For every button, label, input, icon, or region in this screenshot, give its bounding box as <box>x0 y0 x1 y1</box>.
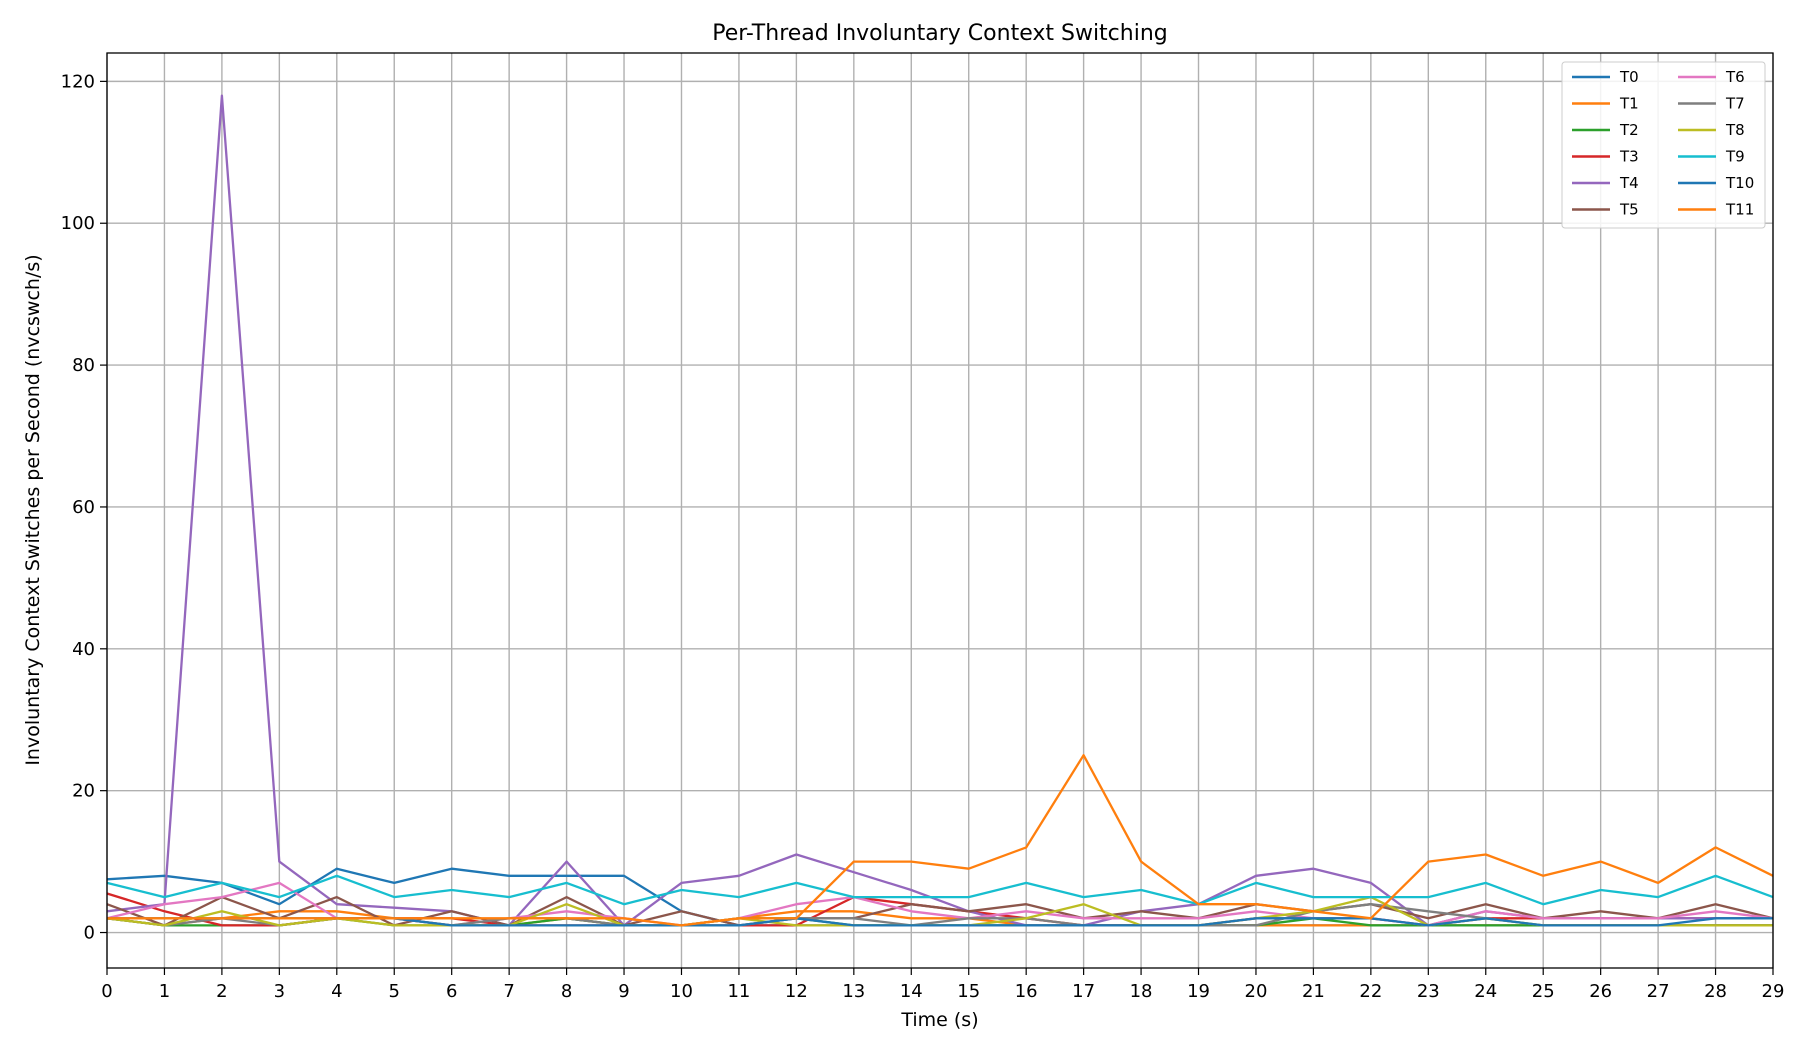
legend-label: T10 <box>1725 174 1754 192</box>
x-tick-label: 9 <box>618 981 629 1002</box>
x-tick-label: 19 <box>1187 981 1210 1002</box>
y-tick-label: 80 <box>72 355 95 376</box>
plot-frame <box>106 52 1774 969</box>
x-tick-label: 5 <box>389 981 400 1002</box>
x-tick-label: 28 <box>1704 981 1727 1002</box>
grid <box>106 53 1774 968</box>
x-tick-label: 17 <box>1072 981 1095 1002</box>
x-tick-label: 24 <box>1474 981 1497 1002</box>
legend-label: T11 <box>1725 201 1754 219</box>
legend-label: T7 <box>1725 95 1745 113</box>
series-layer <box>106 94 1774 927</box>
legend-label: T1 <box>1619 95 1639 113</box>
x-tick-label: 15 <box>957 981 980 1002</box>
legend-label: T0 <box>1619 68 1639 86</box>
legend: T0 T1 T2 T3 T4 T5 T6 T7 T8 T9 T10 T11 <box>1561 61 1766 229</box>
legend-label: T9 <box>1725 148 1745 166</box>
x-tick-label: 1 <box>159 981 170 1002</box>
x-tick-label: 7 <box>503 981 514 1002</box>
y-axis-label: Involuntary Context Switches per Second … <box>22 254 44 765</box>
y-tick-label: 100 <box>61 213 95 234</box>
x-tick-label: 10 <box>670 981 693 1002</box>
y-tick-label: 20 <box>72 781 95 802</box>
y-tick-label: 40 <box>72 639 95 660</box>
y-tick-label: 60 <box>72 497 95 518</box>
x-tick-label: 25 <box>1532 981 1555 1002</box>
x-axis-label: Time (s) <box>900 1009 978 1031</box>
x-tick-label: 4 <box>331 981 342 1002</box>
x-tick-label: 12 <box>785 981 808 1002</box>
x-tick-label: 16 <box>1015 981 1038 1002</box>
series-line-t9 <box>106 874 1774 906</box>
x-tick-label: 18 <box>1130 981 1153 1002</box>
legend-label: T3 <box>1619 148 1639 166</box>
x-tick-label: 8 <box>561 981 572 1002</box>
x-tick-label: 21 <box>1302 981 1325 1002</box>
legend-label: T8 <box>1725 121 1745 139</box>
legend-label: T5 <box>1619 201 1639 219</box>
x-tick-label: 0 <box>101 981 112 1002</box>
chart-title: Per-Thread Involuntary Context Switching <box>712 21 1168 46</box>
x-tick-label: 22 <box>1359 981 1382 1002</box>
x-tick-label: 26 <box>1589 981 1612 1002</box>
y-tick-label: 0 <box>84 923 95 944</box>
y-tick-label: 120 <box>61 71 95 92</box>
x-tick-label: 3 <box>274 981 285 1002</box>
legend-label: T2 <box>1619 121 1639 139</box>
series-line-t11 <box>107 754 1774 927</box>
x-tick-label: 13 <box>842 981 865 1002</box>
y-axis: 0 20 40 60 80 100 120 <box>61 71 107 944</box>
x-tick-label: 27 <box>1647 981 1670 1002</box>
x-tick-label: 14 <box>900 981 923 1002</box>
x-tick-label: 2 <box>216 981 227 1002</box>
x-axis: 0 1 2 3 4 5 6 7 8 9 10 11 12 13 14 15 16 17 18 19 20 21 22 23 24… <box>101 968 1784 1002</box>
series-line-t5 <box>106 895 1774 927</box>
legend-label: T4 <box>1619 174 1639 192</box>
legend-label: T6 <box>1725 68 1745 86</box>
x-tick-label: 23 <box>1417 981 1440 1002</box>
x-tick-label: 20 <box>1245 981 1268 1002</box>
x-tick-label: 6 <box>446 981 457 1002</box>
x-tick-label: 29 <box>1762 981 1785 1002</box>
x-tick-label: 11 <box>727 981 750 1002</box>
